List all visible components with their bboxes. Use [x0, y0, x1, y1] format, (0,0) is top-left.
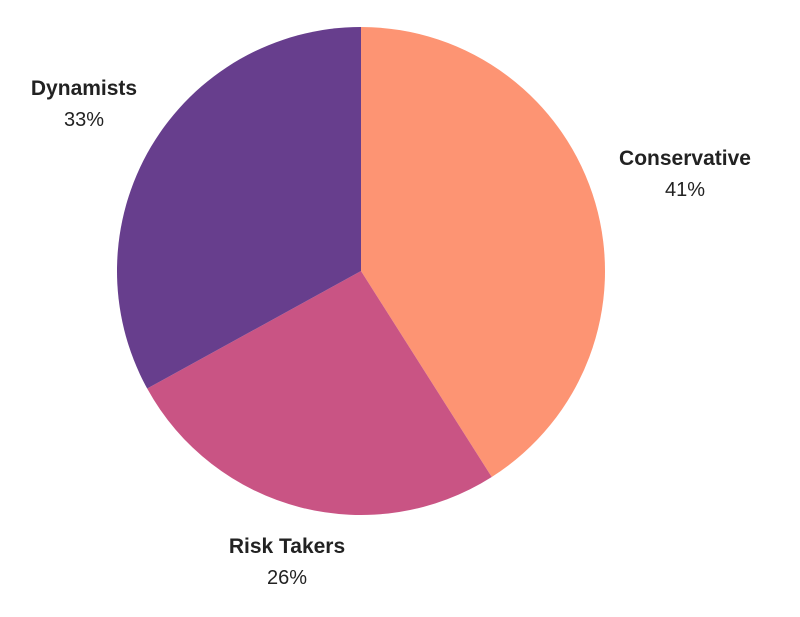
slice-percent-conservative: 41% [664, 179, 706, 202]
slice-percent-dynamists: 33% [63, 109, 105, 132]
pie-slice-conservative [361, 27, 606, 478]
pie-slices [116, 27, 606, 516]
slice-name-dynamists: Dynamists [30, 77, 138, 100]
slice-label-risk-takers: Risk Takers 26% [177, 533, 397, 592]
slice-name-risk-takers: Risk Takers [228, 535, 346, 558]
pie-slice-risk-takers [147, 271, 492, 516]
slice-label-conservative: Conservative 41% [575, 145, 795, 204]
pie-slice-dynamists [116, 27, 361, 389]
slice-label-dynamists: Dynamists 33% [0, 75, 194, 134]
slice-name-conservative: Conservative [619, 147, 751, 170]
slice-percent-risk-takers: 26% [266, 567, 308, 590]
